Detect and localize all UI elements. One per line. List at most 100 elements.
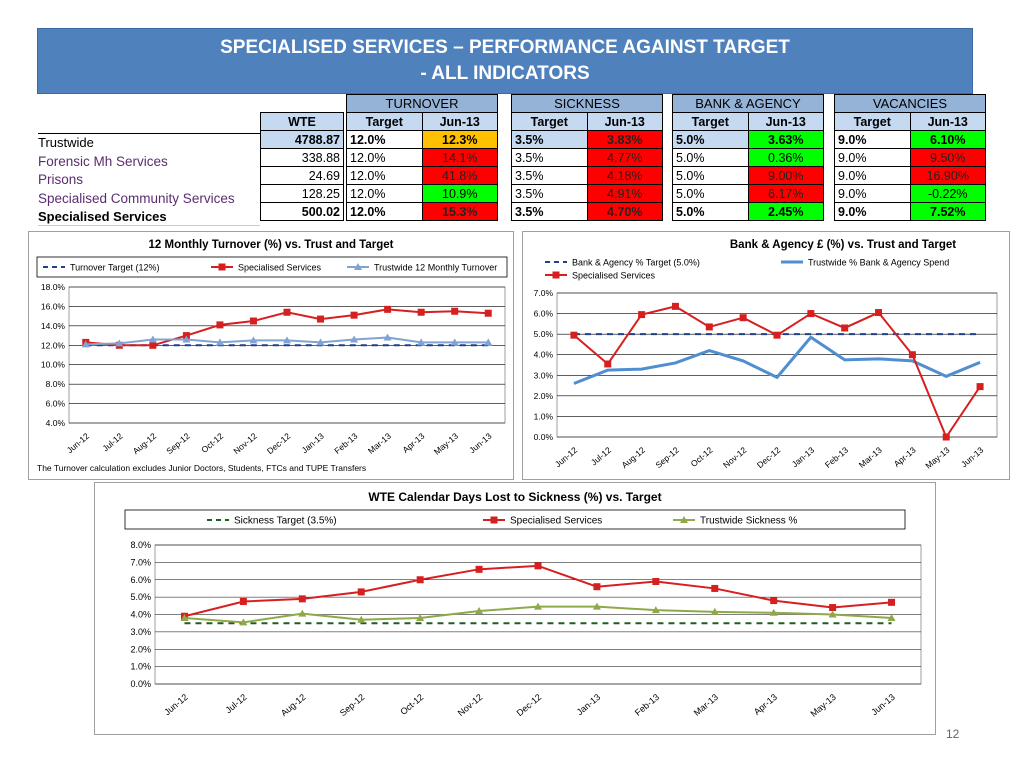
- target-cell: 9.0%: [834, 130, 911, 149]
- x-tick-label: Jul-12: [100, 431, 124, 454]
- x-tick-label: Feb-13: [633, 692, 661, 718]
- y-tick-label: 8.0%: [130, 540, 151, 550]
- row-name-forensic: Forensic Mh Services: [38, 153, 168, 169]
- target-cell: 9.0%: [834, 148, 911, 167]
- data-point: [484, 309, 492, 317]
- target-header: Target: [672, 112, 749, 131]
- x-tick-label: May-13: [432, 431, 460, 457]
- x-tick-label: Dec-12: [265, 431, 293, 456]
- data-point: [357, 615, 366, 623]
- x-tick-label: Jun-12: [65, 431, 92, 456]
- data-point: [298, 609, 307, 617]
- month-header: Jun-13: [747, 112, 824, 131]
- data-point: [384, 305, 392, 313]
- data-point: [148, 335, 157, 343]
- data-point: [383, 333, 392, 341]
- value-cell: 10.9%: [421, 184, 498, 203]
- x-tick-label: Sep-12: [653, 445, 681, 470]
- data-point: [592, 602, 601, 610]
- row-name-prisons: Prisons: [38, 172, 84, 187]
- x-tick-label: Oct-12: [199, 431, 225, 455]
- data-point: [316, 338, 325, 346]
- data-point: [216, 321, 224, 329]
- x-tick-label: May-13: [808, 692, 837, 719]
- target-cell: 12.0%: [346, 130, 423, 149]
- data-point: [180, 613, 189, 621]
- data-point: [638, 311, 646, 319]
- data-point: [770, 597, 778, 605]
- x-tick-label: Dec-12: [515, 692, 544, 718]
- row-name-specialised: Specialised Services: [38, 209, 167, 224]
- target-cell: 9.0%: [834, 184, 911, 203]
- x-tick-label: Sep-12: [338, 692, 367, 718]
- data-point: [887, 613, 896, 621]
- y-tick-label: 6.0%: [130, 575, 151, 585]
- month-header: Jun-13: [909, 112, 986, 131]
- data-point: [604, 360, 612, 368]
- x-tick-label: Apr-13: [400, 431, 426, 455]
- wte-cell: 4788.87: [260, 130, 344, 149]
- turnover-header: TURNOVER: [346, 94, 498, 113]
- x-tick-label: Jun-13: [959, 445, 986, 470]
- legend-sample-marker: [354, 263, 362, 270]
- legend-label: Trustwide % Bank & Agency Spend: [808, 258, 949, 268]
- value-cell: 3.83%: [586, 130, 663, 149]
- data-point: [149, 341, 157, 349]
- page-number: 12: [946, 727, 960, 741]
- x-tick-label: Jun-13: [467, 431, 494, 456]
- y-tick-label: 6.0%: [46, 399, 66, 409]
- legend-label: Specialised Services: [238, 263, 322, 273]
- value-cell: 12.3%: [421, 130, 498, 149]
- y-tick-label: 2.0%: [130, 644, 151, 654]
- data-point: [534, 602, 542, 610]
- x-tick-label: Feb-13: [332, 431, 359, 456]
- data-point: [298, 595, 306, 603]
- data-point: [81, 340, 90, 348]
- data-point: [942, 433, 950, 441]
- data-point: [711, 584, 719, 592]
- y-tick-label: 18.0%: [41, 282, 66, 292]
- x-tick-label: Dec-12: [755, 445, 783, 470]
- data-point: [357, 588, 365, 596]
- data-point: [249, 336, 258, 344]
- series-line: [573, 335, 981, 385]
- y-tick-label: 1.0%: [130, 662, 151, 672]
- x-tick-label: Oct-12: [689, 445, 715, 469]
- y-tick-label: 7.0%: [130, 557, 151, 567]
- data-point: [593, 583, 601, 591]
- value-cell: -0.22%: [909, 184, 986, 203]
- data-point: [739, 314, 747, 322]
- x-tick-label: Oct-12: [398, 692, 425, 717]
- target-cell: 5.0%: [672, 148, 749, 167]
- x-tick-label: Jun-12: [162, 692, 190, 717]
- month-header: Jun-13: [421, 112, 498, 131]
- value-cell: 4.70%: [586, 202, 663, 221]
- data-point: [841, 324, 849, 332]
- legend-box: [124, 509, 906, 530]
- legend-sample-marker: [490, 516, 498, 524]
- target-header: Target: [511, 112, 588, 131]
- x-tick-label: Sep-12: [164, 431, 192, 456]
- data-point: [416, 613, 425, 621]
- y-tick-label: 12.0%: [41, 340, 66, 350]
- x-tick-label: Mar-13: [366, 431, 393, 456]
- x-tick-label: Jan-13: [790, 445, 817, 470]
- data-point: [807, 310, 815, 318]
- data-point: [475, 607, 484, 615]
- data-point: [417, 338, 426, 346]
- turnover-chart-svg: 12 Monthly Turnover (%) vs. Trust and Ta…: [36, 239, 508, 473]
- y-tick-label: 0.0%: [130, 679, 151, 689]
- legend-label: Trustwide Sickness %: [700, 516, 798, 527]
- data-point: [249, 317, 257, 325]
- data-point: [828, 610, 837, 618]
- turnover-table: TURNOVER Target Jun-13 12.0% 12.3% 12.0% 14.1%…: [346, 94, 498, 221]
- x-tick-label: Apr-13: [752, 692, 779, 717]
- target-cell: 3.5%: [511, 166, 588, 185]
- data-point: [875, 309, 883, 317]
- vacancies-header: VACANCIES: [834, 94, 986, 113]
- sickness-chart-svg: WTE Calendar Days Lost to Sickness (%) v…: [124, 490, 922, 719]
- value-cell: 3.63%: [747, 130, 824, 149]
- target-cell: 5.0%: [672, 130, 749, 149]
- y-tick-label: 7.0%: [534, 288, 554, 298]
- y-tick-label: 4.0%: [534, 350, 554, 360]
